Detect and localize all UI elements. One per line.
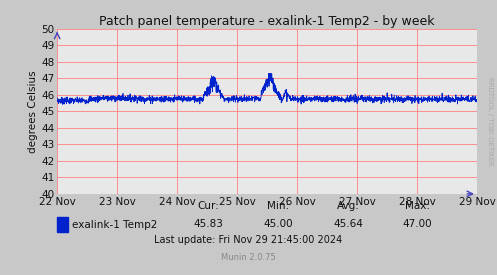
Text: 45.83: 45.83 <box>194 219 224 229</box>
Y-axis label: degrees Celsius: degrees Celsius <box>28 70 38 153</box>
Text: Munin 2.0.75: Munin 2.0.75 <box>221 253 276 262</box>
Text: RRDTOOL / TOBI OETIKER: RRDTOOL / TOBI OETIKER <box>487 77 493 166</box>
Text: exalink-1 Temp2: exalink-1 Temp2 <box>72 220 158 230</box>
Text: 45.64: 45.64 <box>333 219 363 229</box>
Text: 47.00: 47.00 <box>403 219 432 229</box>
Title: Patch panel temperature - exalink-1 Temp2 - by week: Patch panel temperature - exalink-1 Temp… <box>99 15 435 28</box>
Text: Cur:: Cur: <box>198 201 220 211</box>
Text: Avg:: Avg: <box>336 201 359 211</box>
Text: Min:: Min: <box>267 201 289 211</box>
Text: Last update: Fri Nov 29 21:45:00 2024: Last update: Fri Nov 29 21:45:00 2024 <box>155 235 342 245</box>
Text: Max:: Max: <box>405 201 430 211</box>
Text: 45.00: 45.00 <box>263 219 293 229</box>
